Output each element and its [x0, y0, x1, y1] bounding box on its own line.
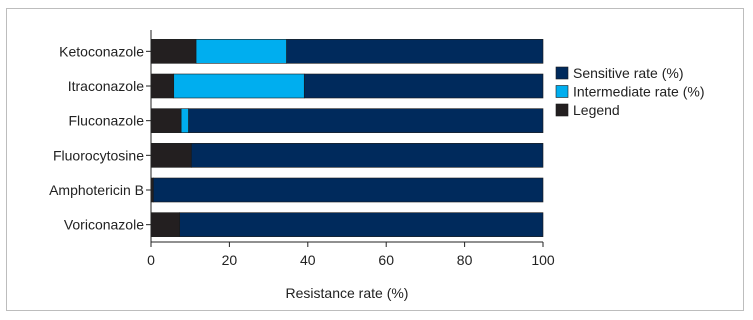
- category-label: Itraconazole: [68, 78, 144, 94]
- bar-segment-sensitive-rate-ketoconazole: [286, 39, 544, 64]
- x-tick-label: 20: [222, 252, 238, 268]
- x-axis-title: Resistance rate (%): [286, 285, 409, 301]
- bar-segment-legend-voriconazole: [150, 212, 180, 237]
- bar-segment-legend-fluorocytosine: [150, 143, 192, 168]
- bars-layer: [150, 39, 544, 237]
- x-tick-label: 80: [457, 252, 473, 268]
- legend-swatch: [555, 85, 569, 98]
- legend-swatch: [555, 103, 569, 117]
- category-label: Fluorocytosine: [53, 147, 144, 163]
- bar-segment-sensitive-rate-fluconazole: [188, 108, 544, 133]
- category-label: Fluconazole: [69, 113, 145, 129]
- x-tick-label: 100: [531, 252, 555, 268]
- category-label: Voriconazole: [64, 217, 144, 233]
- bar-segment-legend-itraconazole: [150, 73, 175, 99]
- legend-label: Intermediate rate (%): [573, 84, 705, 100]
- x-tick-label: 0: [147, 252, 155, 268]
- bar-segment-legend-ketoconazole: [150, 39, 197, 64]
- bar-segment-sensitive-rate-amphotericin-b: [153, 177, 544, 203]
- legend-label: Sensitive rate (%): [573, 65, 683, 81]
- legend-swatch: [555, 66, 569, 80]
- x-tick-label: 60: [378, 252, 394, 268]
- bar-segment-sensitive-rate-voriconazole: [179, 212, 544, 237]
- bar-segment-intermediate-rate-ketoconazole: [195, 39, 287, 64]
- legend-label: Legend: [573, 102, 620, 118]
- bar-segment-intermediate-rate-itraconazole: [173, 73, 305, 99]
- category-label: Ketoconazole: [59, 43, 144, 59]
- x-tick-label: 40: [300, 252, 316, 268]
- bar-segment-legend-fluconazole: [150, 108, 182, 133]
- legend: Sensitive rate (%) Intermediate rate (%) L…: [555, 65, 705, 118]
- bar-segment-intermediate-rate-fluconazole: [180, 108, 189, 133]
- bar-segment-sensitive-rate-fluorocytosine: [191, 143, 544, 168]
- axis-layer: Ketoconazole Itraconazole Fluconazole Fluor…: [49, 30, 555, 268]
- bar-segment-sensitive-rate-itraconazole: [303, 73, 544, 99]
- category-label: Amphotericin B: [49, 182, 144, 198]
